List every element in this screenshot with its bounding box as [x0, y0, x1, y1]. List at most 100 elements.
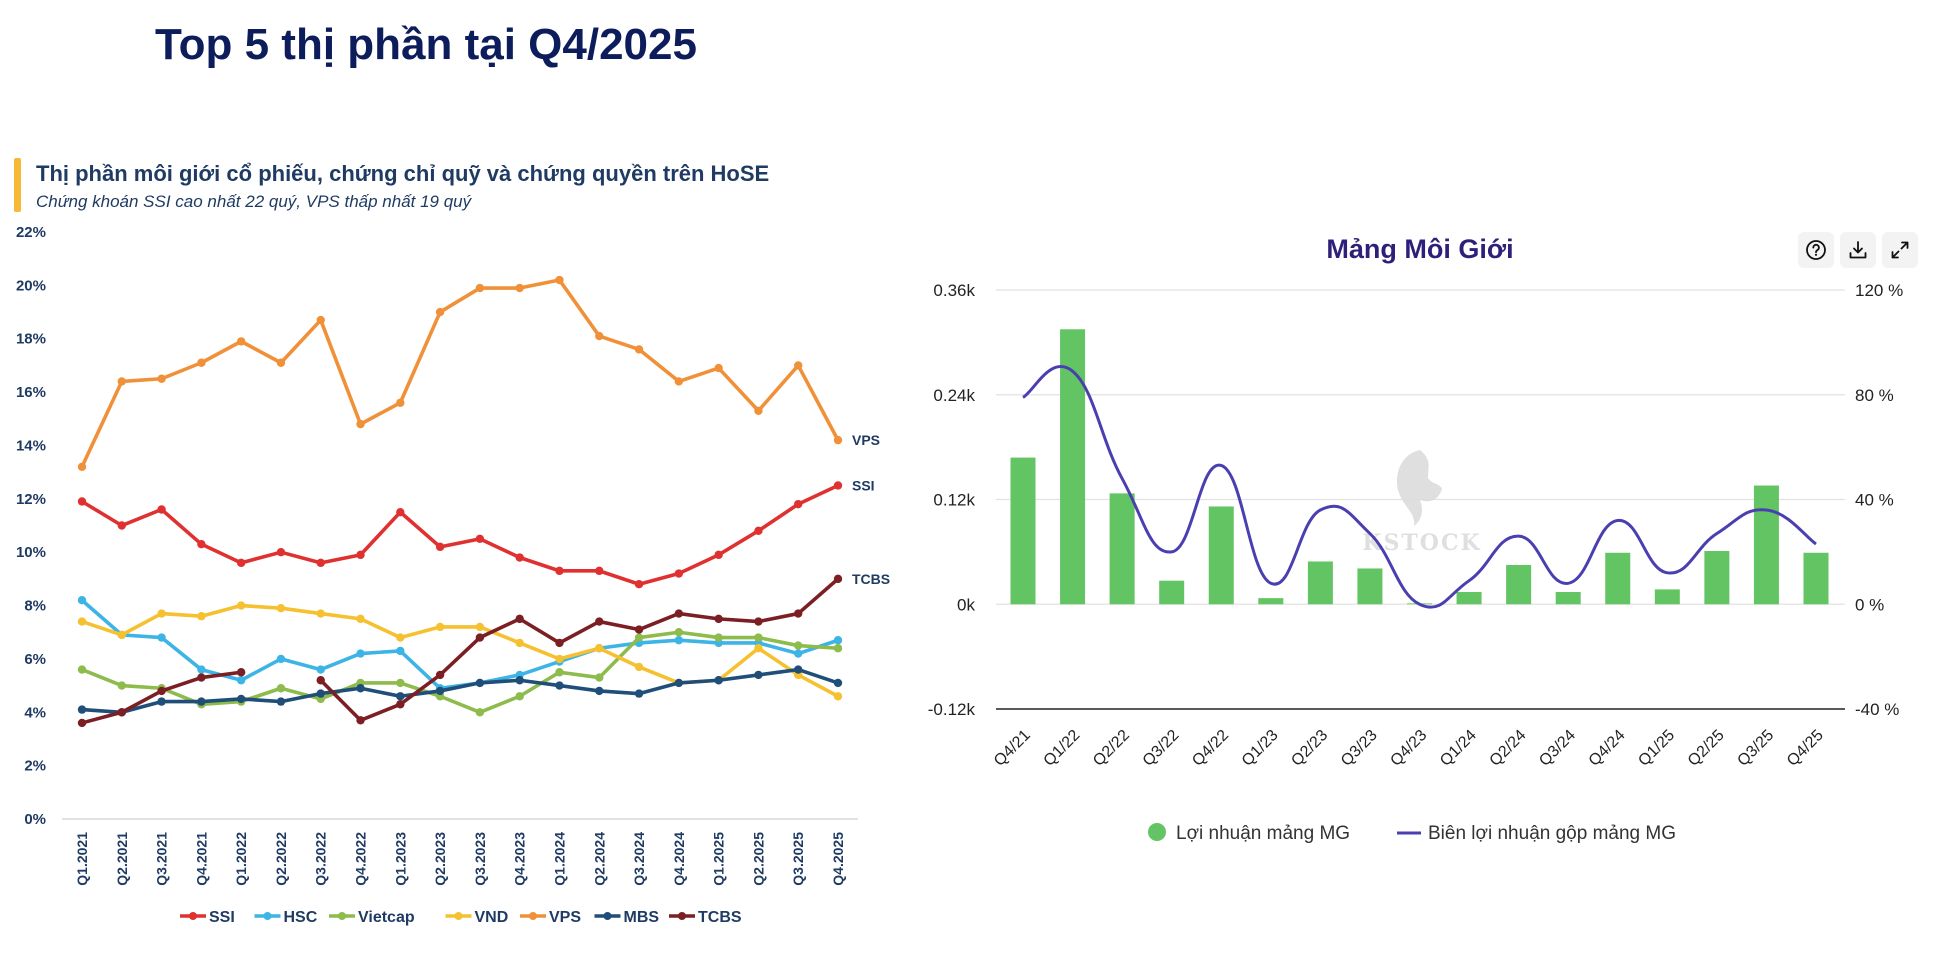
legend-label: VPS	[549, 909, 581, 926]
data-point	[236, 558, 246, 568]
data-point	[475, 708, 485, 717]
data-point	[77, 665, 87, 674]
data-point	[754, 670, 763, 680]
x-tick-label: Q2/22	[1090, 727, 1133, 770]
x-tick-label: Q4.2022	[353, 832, 369, 886]
series-ssi: SSI	[77, 477, 875, 589]
y-tick-label: 0%	[24, 811, 46, 828]
x-tick-label: Q2/25	[1685, 727, 1728, 770]
left-y-tick-label: 0.36k	[933, 281, 975, 300]
download-button[interactable]	[1840, 232, 1876, 268]
data-point	[595, 566, 604, 576]
help-button[interactable]	[1798, 232, 1834, 268]
data-point	[515, 676, 524, 685]
expand-icon	[1891, 241, 1909, 259]
data-point	[555, 654, 564, 664]
legend-item: HSC	[254, 909, 318, 926]
x-tick-label: Q4/23	[1387, 727, 1430, 770]
y-tick-label: 12%	[16, 491, 46, 508]
series-line	[319, 577, 840, 723]
data-point	[276, 358, 286, 367]
data-point	[356, 649, 365, 658]
y-tick-label: 20%	[16, 277, 46, 294]
data-point	[754, 406, 763, 415]
x-tick-label: Q1.2025	[711, 832, 727, 886]
x-tick-label: Q2.2023	[432, 832, 448, 886]
right-y-tick-label: 40 %	[1855, 491, 1894, 510]
x-tick-label: Q3.2023	[472, 832, 488, 886]
data-point	[833, 574, 843, 584]
help-circle-icon	[1806, 240, 1826, 260]
data-point	[77, 462, 87, 471]
data-point	[475, 678, 485, 688]
data-point	[157, 609, 166, 618]
y-tick-label: 16%	[16, 384, 46, 401]
bar	[1605, 552, 1631, 605]
watermark-text: KSTOCK	[1362, 530, 1481, 556]
bar	[1060, 329, 1086, 605]
legend-label: TCBS	[698, 909, 742, 926]
series-end-label: TCBS	[852, 571, 890, 587]
data-point	[794, 361, 803, 370]
x-tick-label: Q1.2022	[233, 832, 249, 886]
data-point	[197, 697, 206, 706]
bar	[1010, 457, 1036, 605]
left-y-tick-label: -0.12k	[928, 700, 976, 719]
x-tick-label: Q4/22	[1189, 727, 1232, 770]
download-icon	[1849, 241, 1867, 259]
data-point	[77, 617, 87, 626]
series-line	[81, 483, 839, 587]
y-tick-label: 22%	[16, 224, 46, 241]
data-point	[754, 617, 763, 626]
data-point	[435, 686, 445, 696]
data-point	[555, 566, 564, 576]
data-point	[634, 633, 644, 642]
legend-label: Vietcap	[358, 909, 415, 926]
data-point	[157, 505, 166, 514]
right-chart-title: Mảng Môi Giới	[1326, 234, 1514, 264]
data-point	[197, 673, 206, 682]
data-point	[833, 644, 843, 653]
right-y-tick-label: -40 %	[1855, 700, 1899, 719]
bar	[1109, 493, 1135, 605]
expand-button[interactable]	[1882, 232, 1918, 268]
x-tick-label: Q1/23	[1239, 727, 1282, 770]
data-point	[634, 662, 644, 672]
data-point	[674, 628, 684, 637]
data-point	[475, 534, 485, 544]
data-point	[236, 601, 246, 610]
x-tick-label: Q2/23	[1288, 727, 1331, 770]
series-end-label: SSI	[852, 477, 875, 493]
data-point	[117, 630, 126, 640]
data-point	[316, 665, 325, 674]
legend-item: Lợi nhuận mảng MG	[1148, 823, 1350, 844]
y-tick-label: 4%	[24, 704, 46, 721]
data-point	[276, 684, 286, 693]
series-vps: VPS	[77, 275, 880, 471]
data-point	[833, 678, 843, 688]
data-point	[435, 307, 445, 317]
legend-item: SSI	[180, 909, 235, 926]
left-chart-accent-bar	[14, 158, 21, 212]
page-title: Top 5 thị phần tại Q4/2025	[155, 20, 697, 69]
bar	[1208, 506, 1234, 605]
watermark-logo: KSTOCK	[1362, 450, 1481, 556]
data-point	[674, 636, 684, 645]
data-point	[157, 633, 166, 642]
left-chart-title: Thị phần môi giới cổ phiếu, chứng chỉ qu…	[36, 161, 770, 186]
data-point	[833, 481, 843, 490]
x-tick-label: Q2/24	[1487, 727, 1530, 770]
bar	[1555, 592, 1581, 605]
x-tick-label: Q3/23	[1338, 727, 1381, 770]
legend-swatch-marker	[603, 912, 612, 920]
data-point	[595, 673, 604, 682]
line-points	[1022, 371, 1817, 605]
legend-swatch-marker	[529, 912, 537, 920]
data-point	[356, 614, 365, 624]
series-end-label: VPS	[852, 432, 880, 448]
data-point	[435, 622, 445, 632]
legend-swatch-marker	[263, 912, 272, 920]
data-point	[435, 670, 445, 680]
x-tick-label: Q3/22	[1140, 727, 1183, 770]
